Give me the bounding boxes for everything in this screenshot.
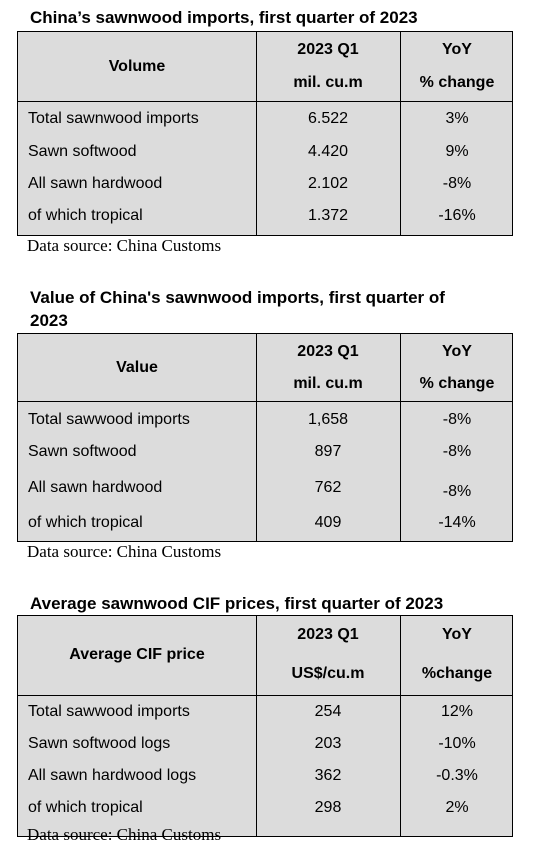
row-name: Sawn softwood: [28, 143, 137, 160]
row-name: Total sawwood imports: [28, 703, 190, 720]
column-divider: [256, 32, 257, 235]
row-name: All sawn hardwood: [28, 175, 163, 192]
row-change: -16%: [438, 207, 476, 224]
value-section: Value of China's sawnwood imports, first…: [0, 283, 540, 568]
volume-table-title: China’s sawnwood imports, first quarter …: [30, 8, 418, 27]
row-name: of which tropical: [28, 799, 143, 816]
row-change: 12%: [440, 703, 474, 720]
row-value: 298: [314, 799, 342, 816]
header-change: % change: [419, 74, 495, 91]
row-change: -14%: [438, 514, 476, 531]
column-divider: [256, 616, 257, 836]
header-unit: US$/cu.m: [291, 665, 365, 682]
header-period: 2023 Q1: [297, 626, 359, 643]
column-divider: [400, 616, 401, 836]
row-change: -10%: [438, 735, 476, 752]
column-divider: [256, 334, 257, 541]
header-period: 2023 Q1: [297, 41, 359, 58]
volume-table: Volume 2023 Q1 mil. cu.m YoY % change To…: [17, 31, 513, 236]
row-change: -0.3%: [436, 767, 478, 784]
header-label: Volume: [108, 58, 166, 75]
row-value: 1.372: [307, 207, 349, 224]
row-value: 254: [314, 703, 342, 720]
volume-section: China’s sawnwood imports, first quarter …: [0, 0, 540, 262]
row-name: of which tropical: [28, 207, 143, 224]
row-change: 2%: [445, 799, 469, 816]
header-change: %change: [421, 665, 493, 682]
header-unit: mil. cu.m: [293, 74, 363, 91]
cif-price-section: Average sawnwood CIF prices, first quart…: [0, 588, 540, 867]
cif-price-table: Average CIF price 2023 Q1 US$/cu.m YoY %…: [17, 615, 513, 837]
header-label: Value: [116, 359, 158, 376]
row-name: Total sawnwood imports: [28, 110, 199, 127]
data-source-note: Data source: China Customs: [27, 236, 222, 255]
row-value: 203: [314, 735, 342, 752]
row-value: 2.102: [307, 175, 349, 192]
row-change: -8%: [442, 443, 472, 460]
header-label: Average CIF price: [69, 646, 205, 663]
table-header: [18, 32, 512, 102]
row-change: 3%: [445, 110, 469, 127]
row-value: 897: [314, 443, 342, 460]
value-table: Value 2023 Q1 mil. cu.m YoY % change Tot…: [17, 333, 513, 542]
data-source-note: Data source: China Customs: [27, 825, 222, 844]
row-value: 1,658: [307, 411, 349, 428]
row-change: -8%: [442, 411, 472, 428]
row-change: 9%: [445, 143, 469, 160]
row-name: of which tropical: [28, 514, 143, 531]
row-value: 6.522: [307, 110, 349, 127]
cif-price-table-title: Average sawnwood CIF prices, first quart…: [30, 594, 444, 613]
header-unit: mil. cu.m: [293, 375, 363, 392]
header-change: % change: [419, 375, 495, 392]
row-change: -8%: [442, 483, 472, 500]
header-yoy: YoY: [442, 41, 472, 58]
row-value: 409: [314, 514, 342, 531]
row-change: -8%: [442, 175, 472, 192]
column-divider: [400, 334, 401, 541]
row-name: All sawn hardwood: [28, 479, 163, 496]
header-yoy: YoY: [442, 626, 472, 643]
row-name: Sawn softwood logs: [28, 735, 171, 752]
header-period: 2023 Q1: [297, 343, 359, 360]
column-divider: [400, 32, 401, 235]
data-source-note: Data source: China Customs: [27, 542, 222, 561]
header-yoy: YoY: [442, 343, 472, 360]
table-header: [18, 616, 512, 696]
table-header: [18, 334, 512, 402]
value-table-title-line1: Value of China's sawnwood imports, first…: [30, 288, 445, 307]
row-name: Total sawwood imports: [28, 411, 190, 428]
row-value: 762: [314, 479, 342, 496]
row-name: All sawn hardwood logs: [28, 767, 197, 784]
row-value: 362: [314, 767, 342, 784]
value-table-title-line2: 2023: [30, 311, 68, 330]
row-name: Sawn softwood: [28, 443, 137, 460]
row-value: 4.420: [307, 143, 349, 160]
